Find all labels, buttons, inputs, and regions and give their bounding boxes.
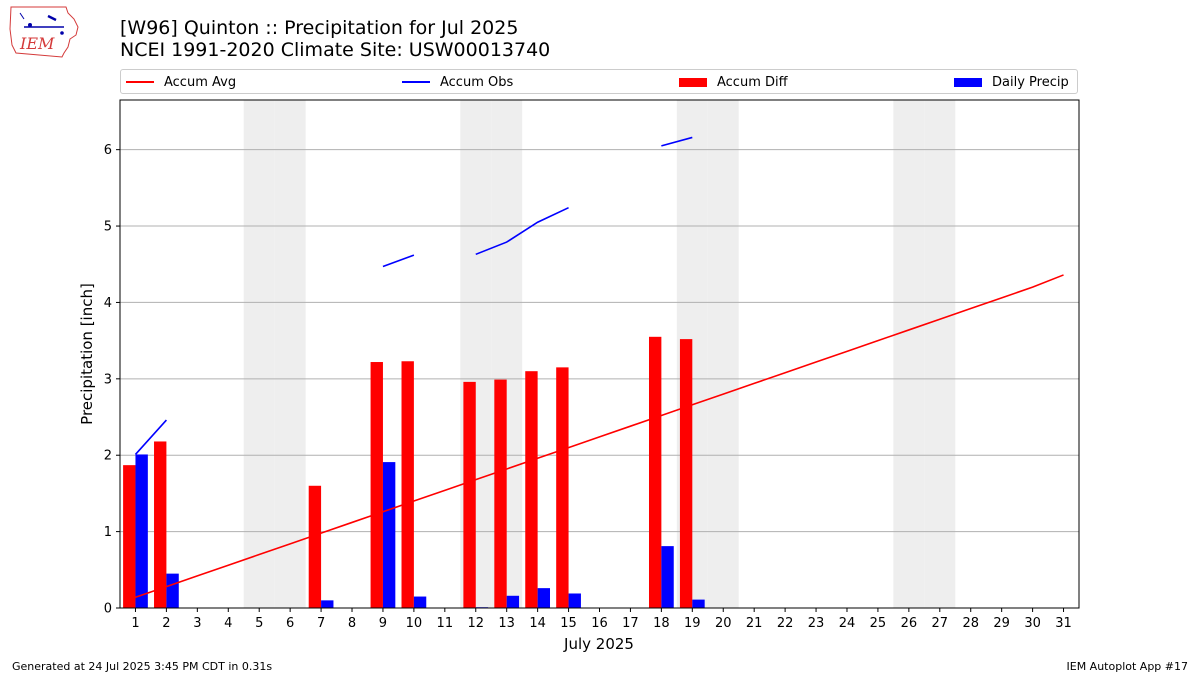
line-accum-obs (475, 206, 569, 256)
bar-daily-precip-9 (382, 462, 396, 608)
x-tick-label: 11 (437, 616, 454, 631)
bar-accum-diff-13 (494, 379, 507, 608)
x-tick-label: 2 (162, 616, 170, 631)
x-tick-label: 15 (560, 616, 577, 631)
x-tick-label: 27 (932, 616, 949, 631)
weekend-shade-27 (924, 100, 956, 608)
bar-daily-precip-19 (692, 599, 705, 608)
x-tick-label: 6 (286, 616, 294, 631)
x-tick-label: 20 (715, 616, 732, 631)
y-tick-label: 6 (104, 143, 112, 158)
weekend-shade-5 (243, 100, 275, 608)
legend-line-swatch (402, 81, 430, 83)
bar-accum-diff-9 (370, 362, 383, 608)
bar-accum-diff-18 (648, 336, 662, 608)
y-tick-label: 4 (104, 296, 112, 311)
generated-timestamp: Generated at 24 Jul 2025 3:45 PM CDT in … (12, 660, 273, 673)
x-tick-label: 1 (131, 616, 139, 631)
iem-logo-icon: IEM (9, 6, 79, 58)
x-tick-label: 16 (591, 616, 608, 631)
x-tick-label: 14 (529, 616, 546, 631)
bar-accum-diff-7 (308, 485, 322, 608)
bar-daily-precip-18 (661, 546, 674, 608)
bar-accum-diff-10 (401, 361, 414, 608)
x-tick-label: 10 (406, 616, 423, 631)
legend-bar-swatch (954, 77, 982, 87)
app-credit: IEM Autoplot App #17 (1066, 660, 1189, 673)
legend-label: Accum Avg (164, 74, 237, 90)
x-tick-label: 4 (224, 616, 232, 631)
y-tick-label: 1 (104, 525, 112, 540)
chart-title: [W96] Quinton :: Precipitation for Jul 2… (120, 17, 519, 39)
y-tick-label: 3 (104, 372, 112, 387)
bar-accum-diff-15 (556, 367, 569, 608)
weekend-shade-20 (707, 100, 739, 608)
bar-daily-precip-2 (166, 573, 179, 608)
line-accum-obs (382, 254, 415, 268)
legend-item-daily-precip: Daily Precip (954, 74, 1069, 90)
legend-item-accum-obs: Accum Obs (402, 74, 513, 90)
bar-daily-precip-13 (506, 595, 520, 608)
bar-daily-precip-7 (321, 600, 334, 608)
x-tick-label: 30 (1024, 616, 1041, 631)
x-tick-label: 28 (962, 616, 979, 631)
x-axis-label: July 2025 (563, 635, 634, 653)
x-tick-label: 5 (255, 616, 263, 631)
y-tick-label: 2 (104, 449, 112, 464)
x-tick-label: 7 (317, 616, 325, 631)
line-accum-avg (135, 274, 1064, 599)
legend-line-swatch (126, 81, 154, 83)
weekend-shade-26 (893, 100, 925, 608)
x-tick-label: 9 (379, 616, 387, 631)
x-tick-label: 17 (622, 616, 639, 631)
x-tick-label: 25 (870, 616, 887, 631)
chart-legend: Accum Avg Accum Obs Accum Diff Daily Pre… (120, 69, 1078, 94)
legend-label: Accum Diff (717, 74, 788, 90)
bar-daily-precip-1 (135, 454, 148, 608)
bar-accum-diff-2 (154, 441, 167, 608)
bar-daily-precip-14 (537, 588, 551, 608)
x-tick-label: 12 (467, 616, 484, 631)
bar-accum-diff-12 (463, 381, 476, 608)
bar-daily-precip-10 (413, 596, 427, 608)
x-tick-label: 24 (839, 616, 856, 631)
logo-text: IEM (19, 34, 55, 53)
legend-item-accum-avg: Accum Avg (126, 74, 236, 90)
x-tick-label: 29 (993, 616, 1010, 631)
line-accum-obs (661, 136, 693, 147)
y-tick-label: 5 (104, 220, 112, 235)
x-tick-label: 23 (808, 616, 825, 631)
y-axis-label: Precipitation [inch] (78, 283, 96, 425)
bar-accum-diff-14 (525, 371, 538, 608)
x-tick-label: 21 (746, 616, 763, 631)
x-tick-label: 13 (498, 616, 515, 631)
bar-accum-diff-19 (679, 339, 693, 608)
legend-label: Daily Precip (992, 74, 1069, 90)
chart-subtitle: NCEI 1991-2020 Climate Site: USW00013740 (120, 39, 551, 61)
line-accum-obs (134, 419, 167, 455)
bar-daily-precip-15 (568, 593, 581, 608)
x-tick-label: 8 (348, 616, 356, 631)
legend-item-accum-diff: Accum Diff (679, 74, 788, 90)
x-tick-label: 18 (653, 616, 670, 631)
x-tick-label: 19 (684, 616, 701, 631)
x-tick-label: 3 (193, 616, 201, 631)
x-tick-label: 31 (1055, 616, 1072, 631)
x-tick-label: 22 (777, 616, 794, 631)
bar-accum-diff-1 (123, 465, 136, 608)
x-tick-label: 26 (901, 616, 918, 631)
y-tick-label: 0 (104, 602, 112, 617)
legend-label: Accum Obs (440, 74, 514, 90)
legend-bar-swatch (679, 77, 707, 87)
weekend-shade-6 (274, 100, 306, 608)
